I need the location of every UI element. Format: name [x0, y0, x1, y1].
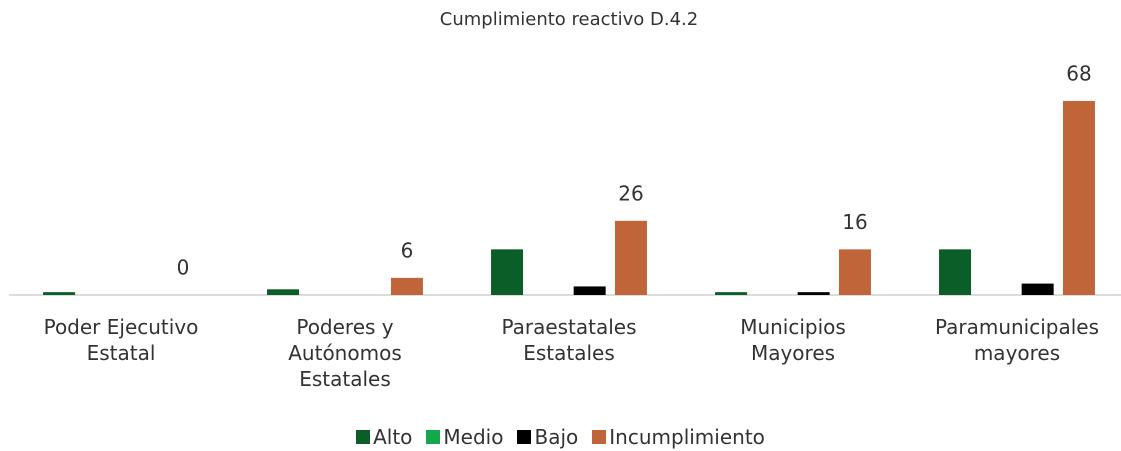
- bar: [573, 286, 606, 295]
- x-tick-label: Poderes y Autónomos Estatales: [288, 315, 402, 391]
- bar: [614, 220, 647, 295]
- x-tick-label: Poder Ejecutivo Estatal: [43, 315, 199, 365]
- x-tick-label: Paramunicipales mayores: [934, 315, 1100, 365]
- data-label: 0: [177, 256, 190, 280]
- legend-swatch: [517, 430, 532, 444]
- legend-swatch: [356, 430, 371, 444]
- chart-title: Cumplimiento reactivo D.4.2: [440, 9, 698, 30]
- x-tick-wrap: Paraestatales Estatales: [457, 314, 681, 366]
- data-label: 6: [401, 238, 414, 262]
- x-tick-wrap: Paramunicipales mayores: [905, 314, 1121, 366]
- legend-item: Incumplimiento: [592, 425, 765, 449]
- bar: [1062, 100, 1095, 296]
- bar: [43, 292, 76, 295]
- legend-swatch: [592, 430, 607, 444]
- data-label: 26: [618, 181, 643, 205]
- x-tick-wrap: Poderes y Autónomos Estatales: [233, 314, 457, 392]
- data-label: 16: [842, 210, 867, 234]
- legend-label: Bajo: [534, 425, 579, 449]
- bar: [715, 292, 748, 295]
- bar: [267, 289, 300, 295]
- bar: [390, 277, 423, 295]
- bar: [797, 292, 830, 295]
- legend-swatch: [426, 430, 441, 444]
- bar: [1021, 283, 1054, 295]
- data-label: 68: [1066, 61, 1091, 85]
- x-tick-wrap: Poder Ejecutivo Estatal: [9, 314, 233, 366]
- legend-item: Medio: [426, 425, 503, 449]
- legend-item: Bajo: [517, 425, 578, 449]
- x-tick-wrap: Municipios Mayores: [681, 314, 905, 366]
- x-tick-label: Paraestatales Estatales: [501, 315, 637, 365]
- legend: Alto Medio Bajo Incumplimiento: [0, 425, 1121, 449]
- x-tick-label: Municipios Mayores: [740, 315, 846, 365]
- legend-label: Medio: [443, 425, 504, 449]
- legend-label: Alto: [373, 425, 413, 449]
- bar: [491, 249, 524, 295]
- legend-item: Alto: [356, 425, 412, 449]
- bar: [838, 249, 871, 295]
- bar: [939, 249, 972, 295]
- legend-label: Incumplimiento: [609, 425, 765, 449]
